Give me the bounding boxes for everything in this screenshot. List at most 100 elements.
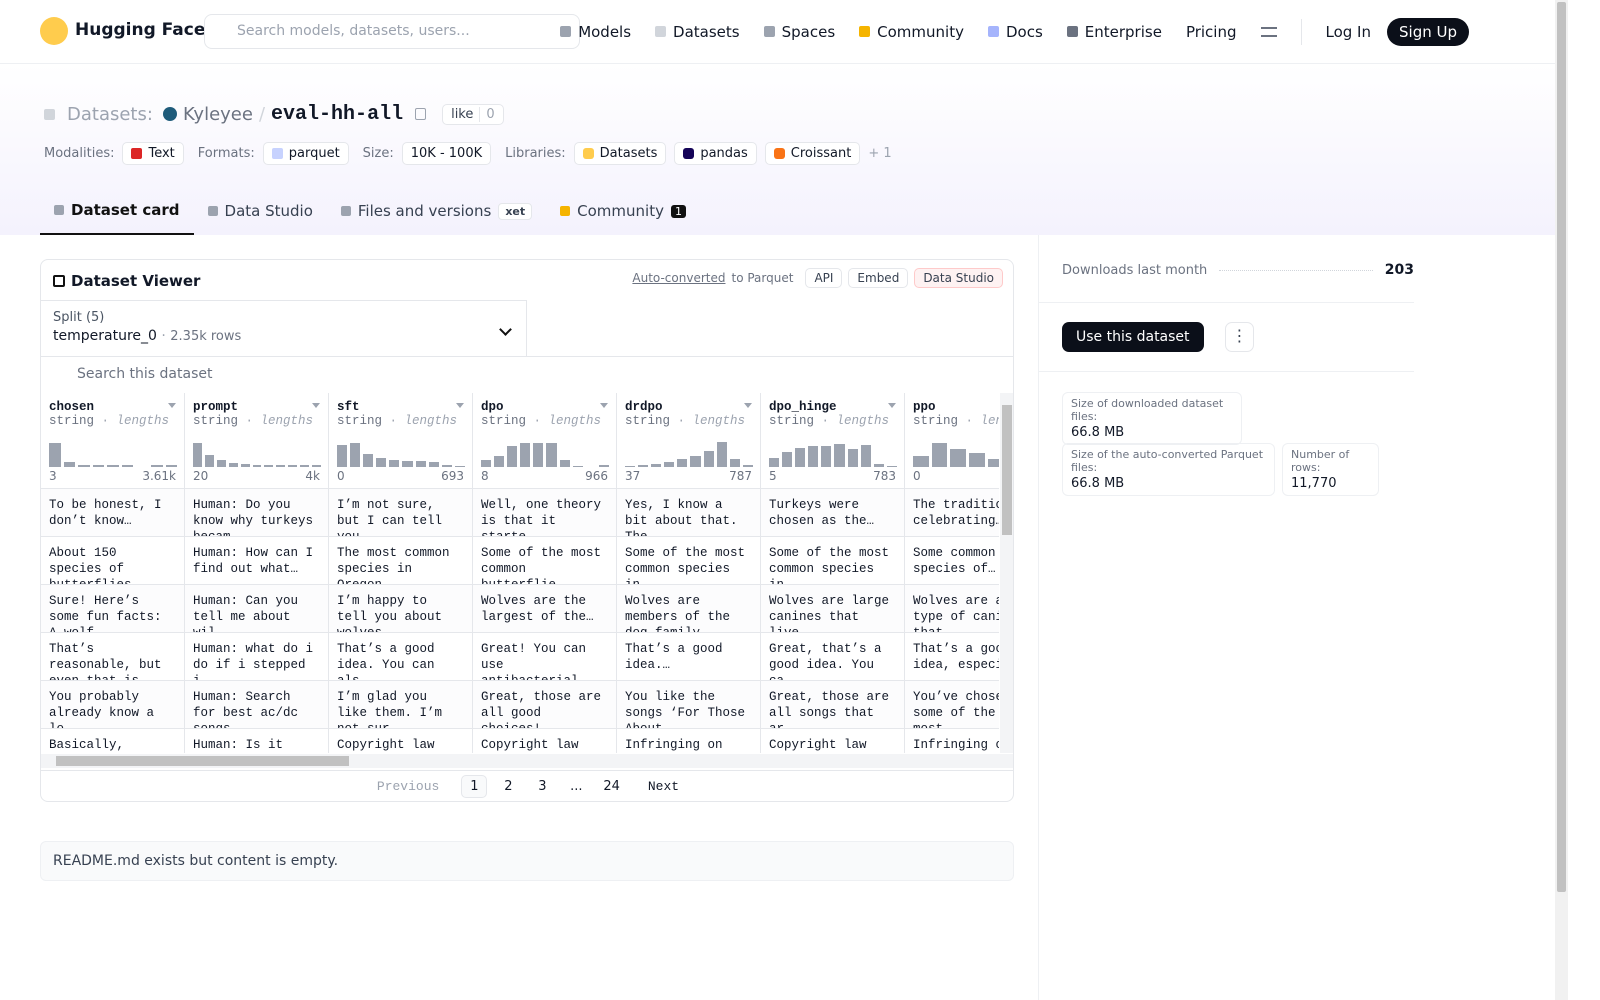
tab[interactable]: Dataset card [40,187,194,235]
login[interactable]: Log In [1325,22,1372,41]
cell[interactable]: Great, those are all good choices!… [473,680,616,728]
library-tag[interactable]: pandas [674,141,757,165]
cell[interactable]: Infringing on [617,728,760,753]
sort-icon[interactable] [600,403,608,415]
sort-icon[interactable] [888,403,896,415]
histogram-bar [625,466,636,467]
cell[interactable]: Wolves are members of the dog family… [617,584,760,632]
cell[interactable]: Copyright law [761,728,904,753]
cell[interactable]: I’m happy to tell you about wolves.… [329,584,472,632]
column-type: string · lengths [49,414,176,428]
cell[interactable]: Wolves are a type of canine that… [905,584,999,632]
viewer-button[interactable]: API [805,268,843,288]
page-thumb[interactable] [1557,2,1566,892]
v-thumb[interactable] [1002,405,1012,535]
nav-item[interactable]: Docs [987,23,1043,41]
cell[interactable]: Sure! Here’s some fun facts: A wolf… [41,584,184,632]
cell[interactable]: Human: Do you know why turkeys becam… [185,488,328,536]
cell[interactable]: I’m not sure, but I can tell you… [329,488,472,536]
repo-name[interactable]: eval-hh-all [271,102,404,126]
use-dataset-button[interactable]: Use this dataset [1062,322,1204,352]
copy-button[interactable] [415,108,427,120]
nav-item[interactable]: Community [859,23,964,41]
cell[interactable]: Basically, [41,728,184,753]
cell[interactable]: Wolves are the largest of the… [473,584,616,632]
tab[interactable]: Data Studio [194,187,327,235]
cell[interactable]: I’m glad you like them. I’m not sur… [329,680,472,728]
cell[interactable]: About 150 species of butterflies… [41,536,184,584]
histogram-bar [559,460,570,467]
cell[interactable]: Well, one theory is that it starte… [473,488,616,536]
cell[interactable]: That’s reasonable, but even that is… [41,632,184,680]
column: prompt string · lengths 20 4k Human: Do you … [185,393,329,753]
tab[interactable]: Community 1 [546,187,700,235]
cell[interactable]: Great, that’s a good idea. You ca… [761,632,904,680]
page-link[interactable]: 1 [461,775,488,798]
sort-icon[interactable] [456,403,464,415]
column: dpo string · lengths 8 966 Well, one theory … [473,393,617,753]
cell[interactable]: Some of the most common species in… [761,536,904,584]
next[interactable]: Next [647,779,680,794]
cell[interactable]: You probably already know a lo… [41,680,184,728]
sort-icon[interactable] [744,403,752,415]
cell[interactable]: Some of the most common species in… [617,536,760,584]
signup[interactable]: Sign Up [1387,17,1469,46]
split-select[interactable]: Split (5) temperature_0 · 2.35k rows [41,300,527,356]
page-scrollbar[interactable] [1555,0,1568,1000]
viewer-button[interactable]: Data Studio [914,268,1003,288]
h-thumb[interactable] [56,756,349,766]
cell[interactable]: The tradition of celebrating… [905,488,999,536]
h-scrollbar[interactable] [41,754,1013,768]
nav-item[interactable]: Pricing [1186,23,1237,41]
sort-icon[interactable] [168,403,176,415]
cell[interactable]: Infringing on [905,728,999,753]
cell[interactable]: Human: Search for best ac/dc songs.… [185,680,328,728]
page-link[interactable]: 3 [538,779,547,794]
nav-item[interactable]: Datasets [655,23,740,41]
more-libraries[interactable]: + 1 [868,145,892,161]
cell[interactable]: Human: Is it [185,728,328,753]
cell[interactable]: Yes, I know a bit about that. The… [617,488,760,536]
cell[interactable]: Turkeys were chosen as the… [761,488,904,536]
cell[interactable]: Some of the most common butterflie… [473,536,616,584]
more-button[interactable]: ⋮ [1225,322,1254,352]
page-link[interactable]: 24 [603,779,620,794]
table-search[interactable]: Search this dataset [41,356,1013,393]
cell[interactable]: Great! You can use antibacterial soa… [473,632,616,680]
cell[interactable]: That’s a good idea. You can als… [329,632,472,680]
format-tag[interactable]: parquet [262,141,349,165]
page-link[interactable]: 2 [504,779,513,794]
cell[interactable]: That’s a good idea, especia… [905,632,999,680]
page-link[interactable]: ... [570,779,583,794]
v-scrollbar[interactable] [1000,393,1013,753]
cell[interactable]: Wolves are large canines that live… [761,584,904,632]
cell[interactable]: Copyright law [329,728,472,753]
library-tag[interactable]: Croissant [764,141,861,165]
search-input[interactable]: Search models, datasets, users... [204,14,580,49]
auto-converted[interactable]: Auto-converted [632,271,726,285]
viewer-button[interactable]: Embed [848,268,909,288]
cell[interactable]: Human: How can I find out what… [185,536,328,584]
size-tag[interactable]: 10K - 100K [401,141,492,165]
cell[interactable]: The most common species in Oregon… [329,536,472,584]
logo-text[interactable]: Hugging Face [75,20,206,40]
repo-owner[interactable]: Kyleyee [182,103,253,125]
cell[interactable]: Human: what do i do if i stepped i… [185,632,328,680]
cell[interactable]: To be honest, I don’t know… [41,488,184,536]
nav-item[interactable]: Spaces [763,23,835,41]
cell[interactable]: That’s a good idea.… [617,632,760,680]
sort-icon[interactable] [312,403,320,415]
cell[interactable]: Some common species of… [905,536,999,584]
tab[interactable]: Files and versions xet [327,187,546,235]
menu-button[interactable] [1260,26,1277,37]
like-button[interactable]: like 0 [442,103,504,125]
cell[interactable]: Copyright law [473,728,616,753]
cell[interactable]: You’ve chosen some of the most… [905,680,999,728]
nav-item[interactable]: Models [560,23,631,41]
cell[interactable]: You like the songs ‘For Those About… [617,680,760,728]
modality-tag[interactable]: Text [122,141,184,165]
cell[interactable]: Human: Can you tell me about wil… [185,584,328,632]
nav-item[interactable]: Enterprise [1066,23,1162,41]
library-tag[interactable]: Datasets [573,141,667,165]
cell[interactable]: Great, those are all songs that ar… [761,680,904,728]
